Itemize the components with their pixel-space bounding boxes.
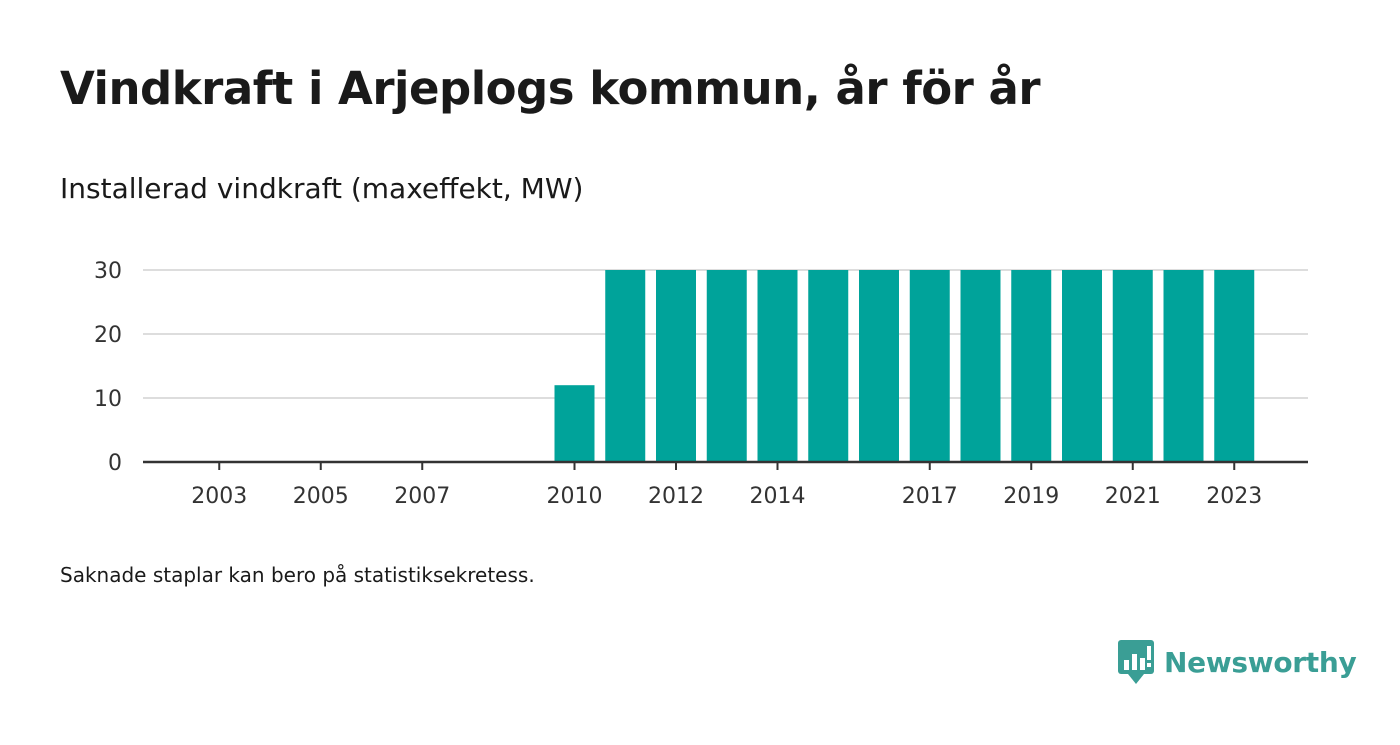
bar-2019 bbox=[1011, 270, 1052, 462]
bar-2022 bbox=[1163, 270, 1204, 462]
bar-2016 bbox=[859, 270, 899, 462]
tick-labels: 0 10 20 30 2003 2005 2007 2010 2012 2014 2017 2019 2… bbox=[94, 259, 1262, 509]
x-tick-label: 2012 bbox=[648, 484, 704, 509]
x-tick-label: 2023 bbox=[1206, 484, 1262, 509]
y-tick-label: 20 bbox=[94, 323, 122, 348]
bar-2018 bbox=[960, 270, 1001, 462]
bar-2015 bbox=[808, 270, 849, 462]
newsworthy-logo: Newsworthy bbox=[1118, 640, 1357, 684]
x-tick-label: 2017 bbox=[902, 484, 958, 509]
x-tick-label: 2014 bbox=[750, 484, 806, 509]
y-tick-label: 30 bbox=[94, 259, 122, 284]
bar-2013 bbox=[706, 270, 747, 462]
bar-2012 bbox=[656, 270, 696, 462]
x-tick-label: 2019 bbox=[1003, 484, 1059, 509]
bar-2021 bbox=[1112, 270, 1153, 462]
x-tick-label: 2003 bbox=[191, 484, 247, 509]
bar-2010 bbox=[554, 385, 595, 462]
axes bbox=[143, 460, 1308, 470]
x-tick-label: 2005 bbox=[293, 484, 349, 509]
chart-subtitle: Installerad vindkraft (maxeffekt, MW) bbox=[60, 172, 584, 205]
bar-2011 bbox=[605, 270, 646, 462]
bar-2017 bbox=[909, 270, 950, 462]
newsworthy-logo-icon bbox=[1118, 640, 1154, 684]
x-tick-label: 2021 bbox=[1105, 484, 1161, 509]
bars bbox=[554, 270, 1255, 462]
bar-2023 bbox=[1214, 270, 1255, 462]
footnote: Saknade staplar kan bero på statistiksek… bbox=[60, 563, 535, 587]
bar-chart: 0 10 20 30 2003 2005 2007 2010 2012 2014 2017 2019 2… bbox=[94, 259, 1308, 509]
bar-2014 bbox=[757, 270, 798, 462]
brand-name: Newsworthy bbox=[1164, 645, 1357, 679]
y-tick-label: 0 bbox=[108, 451, 122, 476]
y-tick-label: 10 bbox=[94, 387, 122, 412]
x-tick-label: 2010 bbox=[547, 484, 603, 509]
x-tick-label: 2007 bbox=[394, 484, 450, 509]
chart-title: Vindkraft i Arjeplogs kommun, år för år bbox=[60, 62, 1041, 115]
bar-2020 bbox=[1062, 270, 1102, 462]
